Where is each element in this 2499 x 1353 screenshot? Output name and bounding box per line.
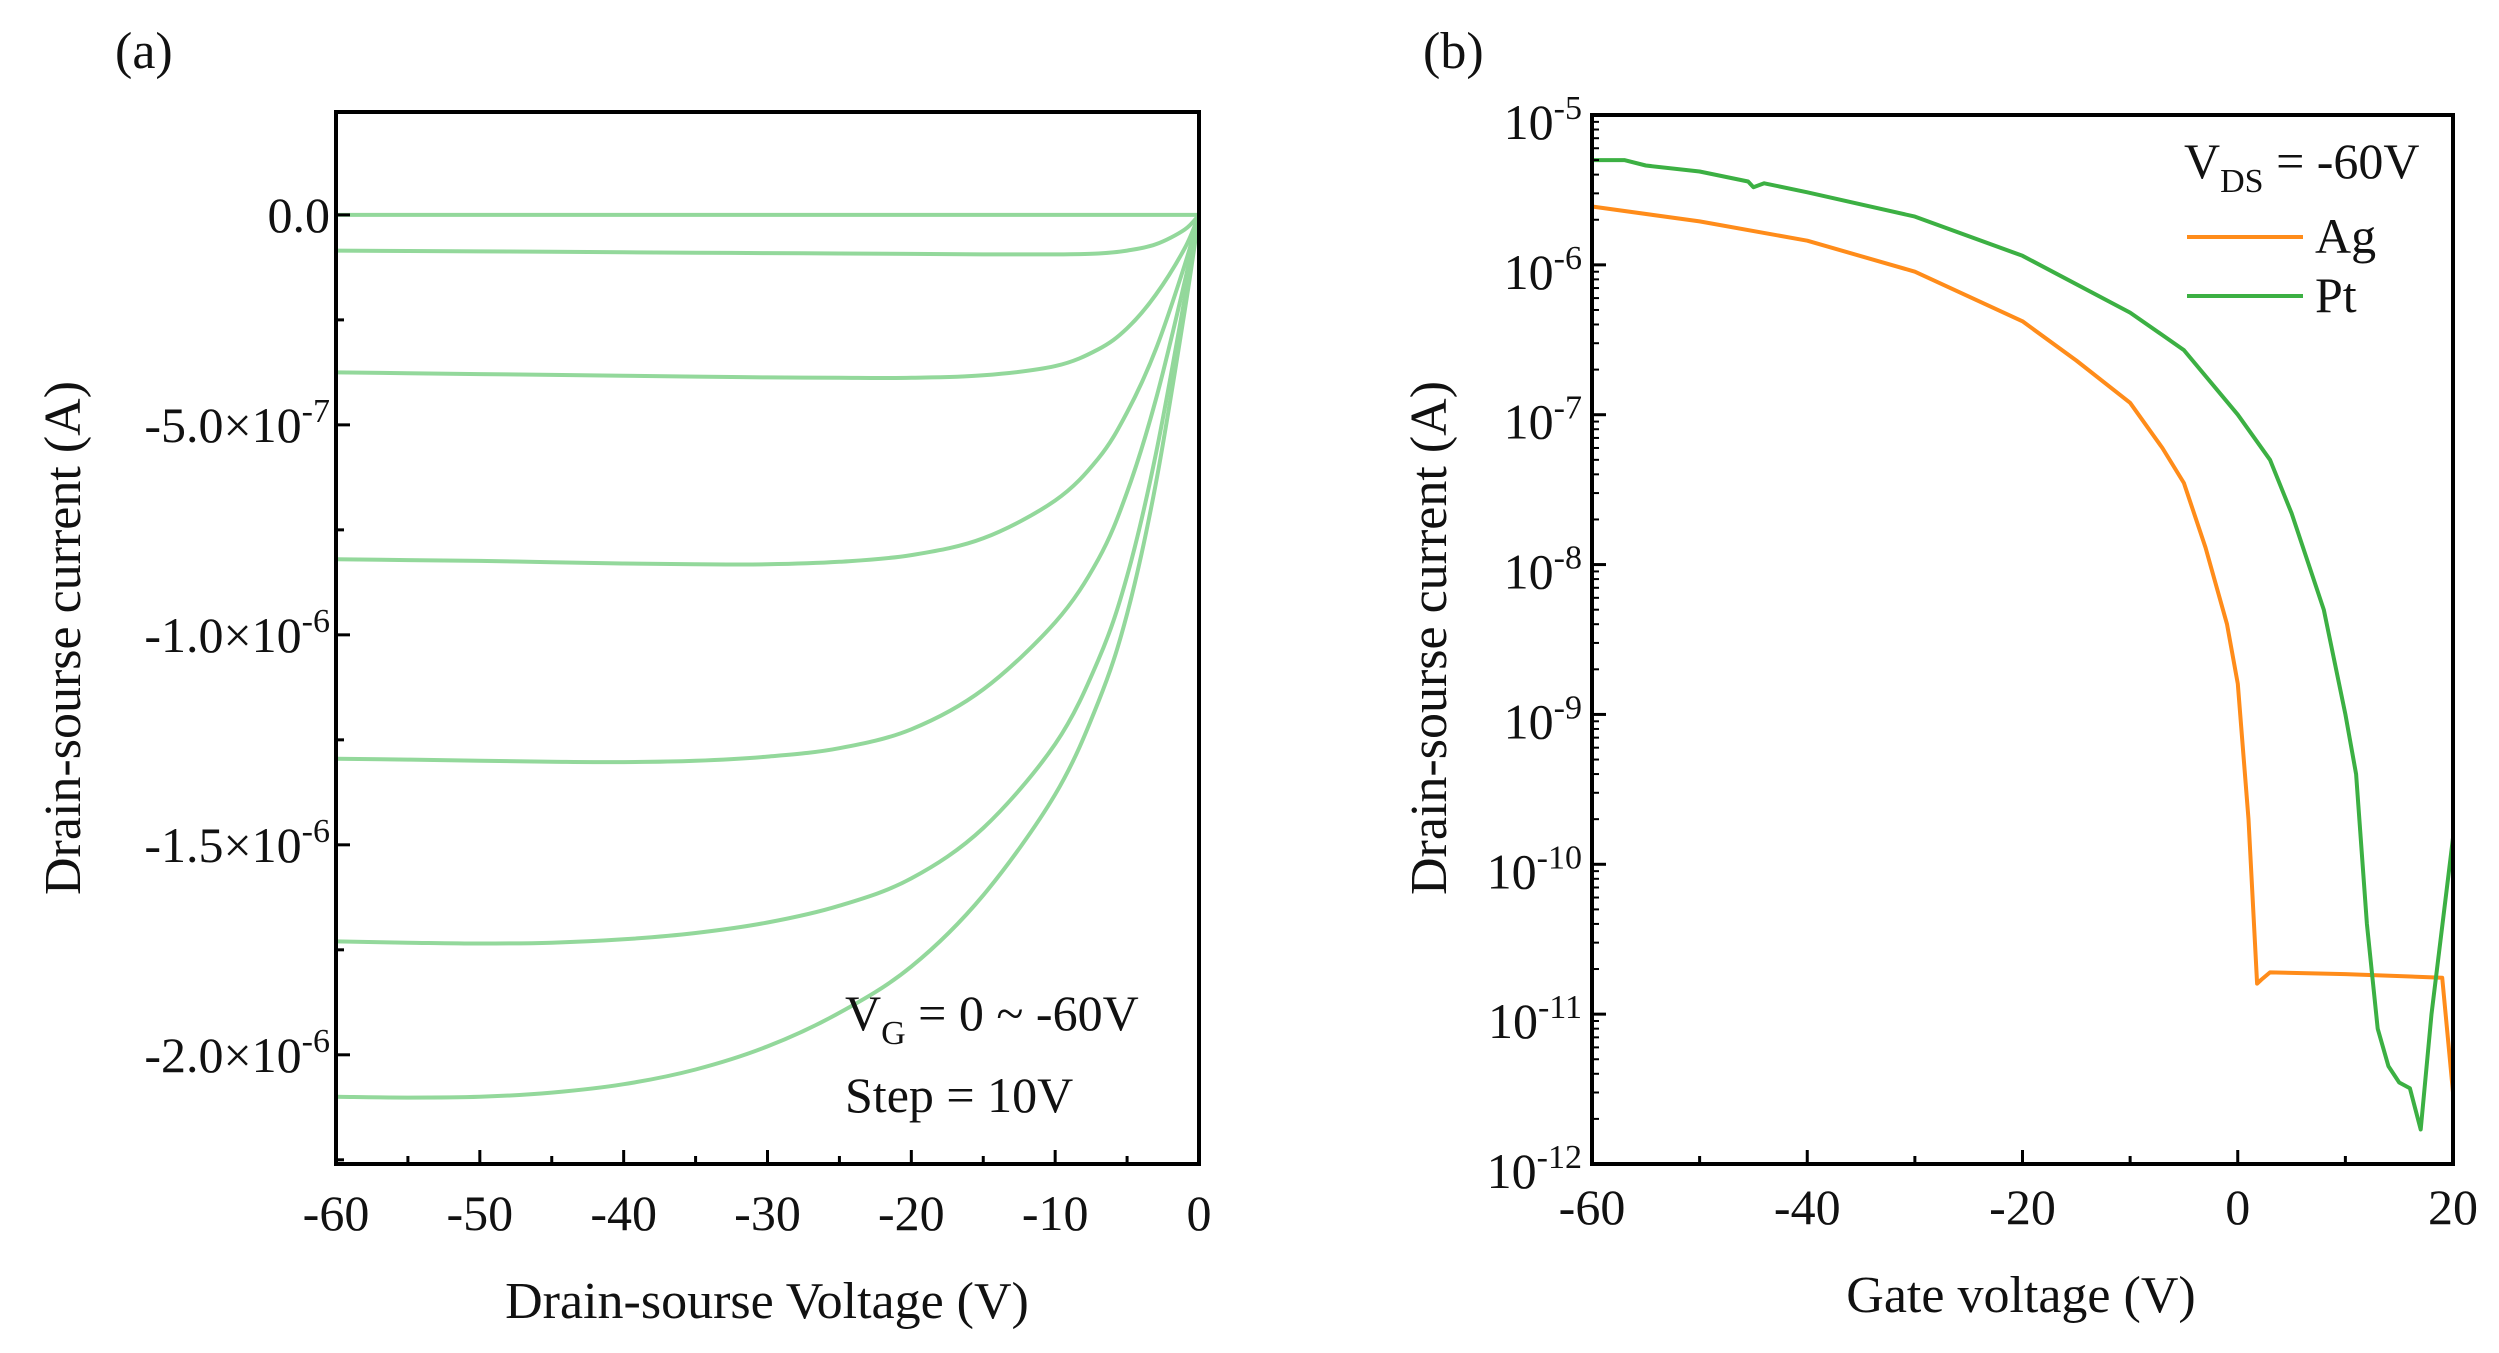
x-tick-label: -30 xyxy=(734,1185,801,1241)
x-tick-label: 20 xyxy=(2428,1179,2478,1235)
legend-title-sub: DS xyxy=(2220,163,2263,200)
legend-title-main: V xyxy=(2184,133,2220,189)
x-tick-label: -10 xyxy=(1022,1185,1089,1241)
y-tick-label-mantissa: -5.0×10 xyxy=(144,397,301,453)
x-tick-label: -20 xyxy=(878,1185,945,1241)
legend-label-ag: Ag xyxy=(2315,208,2376,264)
panel-b-x-axis-label: Gate voltage (V) xyxy=(1846,1267,2195,1324)
panel-a-series-4 xyxy=(335,214,1201,765)
y-tick-label: -5.0×10-7 xyxy=(144,393,330,453)
legend-label-pt: Pt xyxy=(2315,267,2357,323)
y-tick-label: 10-6 xyxy=(1504,240,1582,300)
legend-title: VDS = -60V xyxy=(2184,133,2420,200)
y-tick-label-mantissa: 10 xyxy=(1504,94,1554,150)
y-tick-label-exponent: -6 xyxy=(1554,240,1582,277)
panel-b-series-ag xyxy=(1591,204,2455,1093)
panel-b-y-axis-label: Drain-sourse current (A) xyxy=(1401,381,1458,895)
vg-rest: = 0 ~ -60V xyxy=(906,985,1139,1041)
y-tick-label: 10-7 xyxy=(1504,390,1582,450)
panel-a-y-axis-label: Drain-sourse current (A) xyxy=(35,381,92,895)
x-tick-label: -60 xyxy=(1559,1179,1626,1235)
y-tick-label-exponent: -11 xyxy=(1538,989,1582,1026)
y-tick-label-mantissa: -1.5×10 xyxy=(144,817,301,873)
panel-b: (b) -60 -40 -20 0 2010-510-610-710-810-910-1… xyxy=(1401,23,2478,1324)
vg-sub: G xyxy=(881,1015,906,1052)
panel-a-annotation-vg: VG = 0 ~ -60V xyxy=(845,985,1139,1052)
panel-a-series-5 xyxy=(335,214,1201,946)
y-tick-label: 10-10 xyxy=(1487,839,1582,899)
x-tick-label: -50 xyxy=(447,1185,514,1241)
x-tick-label: 0 xyxy=(2225,1179,2250,1235)
panel-a-curves xyxy=(335,212,1201,1100)
panel-a-series-6 xyxy=(335,214,1201,1100)
y-tick-label-exponent: -8 xyxy=(1554,540,1582,577)
legend: VDS = -60V Ag Pt xyxy=(2184,133,2420,323)
vg-main: V xyxy=(845,985,881,1041)
panel-a-annotation-step: Step = 10V xyxy=(845,1067,1073,1123)
y-tick-label-mantissa: 10 xyxy=(1504,544,1554,600)
y-tick-label-mantissa: 10 xyxy=(1488,993,1538,1049)
x-tick-label: -20 xyxy=(1989,1179,2056,1235)
y-tick-label-exponent: -7 xyxy=(1554,390,1582,427)
y-tick-label: 10-11 xyxy=(1488,989,1582,1049)
y-tick-label: 10-8 xyxy=(1504,540,1582,600)
y-tick-label: -1.5×10-6 xyxy=(144,813,330,873)
x-tick-label: -40 xyxy=(1774,1179,1841,1235)
y-tick-label-mantissa: 10 xyxy=(1487,1143,1537,1199)
panel-a-series-3 xyxy=(335,214,1201,567)
x-tick-label: 0 xyxy=(1187,1185,1212,1241)
panel-b-series-pt xyxy=(1592,158,2455,1132)
y-tick-label: -1.0×10-6 xyxy=(144,603,330,663)
x-tick-label: -40 xyxy=(590,1185,657,1241)
y-tick-label-mantissa: 10 xyxy=(1487,843,1537,899)
panel-a-series-2 xyxy=(335,214,1201,381)
y-tick-label: -2.0×10-6 xyxy=(144,1023,330,1083)
y-tick-label-exponent: -6 xyxy=(302,1023,330,1060)
y-tick-label: 10-12 xyxy=(1487,1139,1582,1199)
y-tick-label-exponent: -9 xyxy=(1554,689,1582,726)
panel-a-label: (a) xyxy=(115,23,173,80)
y-tick-label-mantissa: -1.0×10 xyxy=(144,607,301,663)
panel-b-label: (b) xyxy=(1423,23,1484,80)
y-tick-label-exponent: -7 xyxy=(302,393,330,430)
y-tick-label-exponent: -5 xyxy=(1554,90,1582,127)
legend-title-rest: = -60V xyxy=(2264,133,2420,189)
y-tick-label-mantissa: 10 xyxy=(1504,244,1554,300)
y-tick-label: 10-9 xyxy=(1504,689,1582,749)
panel-a: (a) -60 -50 -40 -30 -20 -10 0 0.0 -5.0×10-7 -1.0×… xyxy=(35,23,1212,1330)
y-tick-label-mantissa: 10 xyxy=(1504,394,1554,450)
y-tick-label-exponent: -12 xyxy=(1537,1139,1582,1176)
panel-a-ticks: -60 -50 -40 -30 -20 -10 00.0-5.0×10-7-1.0×10-6… xyxy=(144,187,1211,1241)
x-tick-label: -60 xyxy=(303,1185,370,1241)
y-tick-label-exponent: -10 xyxy=(1537,839,1582,876)
y-tick-label-exponent: -6 xyxy=(302,603,330,640)
y-tick-label: 10-5 xyxy=(1504,90,1582,150)
y-tick-label-exponent: -6 xyxy=(302,813,330,850)
y-tick-label-mantissa: -2.0×10 xyxy=(144,1027,301,1083)
panel-a-series-1 xyxy=(335,213,1201,257)
y-tick-label-mantissa: 0.0 xyxy=(268,187,331,243)
y-tick-label-mantissa: 10 xyxy=(1504,693,1554,749)
y-tick-label: 0.0 xyxy=(268,187,331,243)
panel-b-ticks: -60 -40 -20 0 2010-510-610-710-810-910-1010-… xyxy=(1487,90,2478,1235)
panel-b-curves xyxy=(1591,158,2455,1132)
panel-a-x-axis-label: Drain-sourse Voltage (V) xyxy=(505,1273,1029,1330)
